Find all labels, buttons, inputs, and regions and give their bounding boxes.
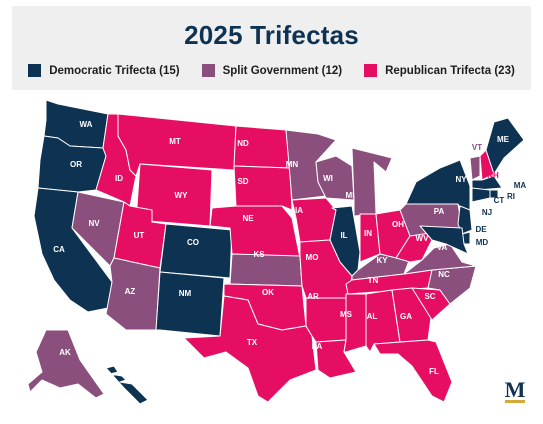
state-label-ri: RI (507, 192, 515, 201)
state-label-ga: GA (400, 312, 412, 321)
state-label-or: OR (70, 160, 82, 169)
state-label-nc: NC (438, 270, 450, 279)
state-vt[interactable] (469, 155, 481, 181)
state-nj[interactable] (457, 205, 473, 235)
state-label-la: LA (312, 342, 323, 351)
state-ia[interactable] (291, 197, 337, 243)
state-label-nh: NH (487, 171, 499, 180)
state-label-az: AZ (125, 287, 136, 296)
state-label-wv: WV (416, 234, 430, 243)
state-label-mo: MO (306, 253, 319, 262)
state-label-nd: ND (237, 139, 249, 148)
state-tx[interactable] (183, 295, 317, 403)
state-label-ut: UT (134, 231, 145, 240)
state-label-ks: KS (253, 250, 265, 259)
state-fl[interactable] (373, 339, 453, 403)
state-label-ak: AK (59, 348, 71, 357)
state-me[interactable] (485, 117, 525, 175)
state-md[interactable] (419, 225, 469, 255)
state-label-ia: IA (295, 206, 303, 215)
header-panel: 2025 Trifectas Democratic Trifecta (15) … (12, 6, 531, 90)
state-label-nj: NJ (482, 208, 492, 217)
state-label-de: DE (475, 225, 487, 234)
state-label-pa: PA (434, 207, 445, 216)
legend-swatch-split (201, 64, 215, 77)
legend: Democratic Trifecta (15) Split Governmen… (12, 64, 531, 77)
state-label-hi: HI (139, 374, 147, 383)
state-label-in: IN (364, 229, 372, 238)
legend-label-split: Split Government (12) (222, 64, 343, 77)
state-label-ca: CA (53, 245, 65, 254)
logo-accent-bar (505, 400, 525, 403)
state-label-sd: SD (237, 177, 248, 186)
state-label-oh: OH (392, 220, 404, 229)
legend-label-democratic: Democratic Trifecta (15) (49, 64, 180, 77)
state-label-sc: SC (424, 292, 435, 301)
legend-item-split: Split Government (12) (201, 64, 343, 77)
state-label-fl: FL (429, 367, 439, 376)
state-label-tn: TN (368, 276, 379, 285)
state-ct[interactable] (471, 187, 491, 203)
state-label-md: MD (476, 238, 489, 247)
legend-label-republican: Republican Trifecta (23) (385, 64, 515, 77)
state-label-nv: NV (88, 219, 100, 228)
state-label-nm: NM (179, 289, 192, 298)
ballotpedia-logo-icon: M (505, 377, 526, 403)
state-label-ky: KY (376, 256, 388, 265)
state-label-wa: WA (80, 120, 93, 129)
state-nm[interactable] (155, 271, 225, 337)
state-label-id: ID (115, 174, 123, 183)
state-label-al: AL (367, 312, 378, 321)
state-in[interactable] (359, 213, 381, 263)
state-label-wy: WY (175, 191, 189, 200)
state-sd[interactable] (233, 165, 293, 211)
state-ks[interactable] (229, 253, 303, 287)
state-label-ok: OK (262, 288, 274, 297)
state-label-ny: NY (455, 175, 467, 184)
logo-letter: M (505, 377, 526, 402)
state-label-tx: TX (247, 338, 258, 347)
legend-item-republican: Republican Trifecta (23) (364, 64, 515, 77)
state-co[interactable] (159, 223, 233, 279)
state-label-wi: WI (323, 174, 333, 183)
state-label-ne: NE (242, 214, 254, 223)
legend-swatch-democratic (28, 64, 42, 77)
state-mi[interactable] (351, 147, 393, 217)
state-label-vt: VT (472, 143, 482, 152)
state-label-ms: MS (340, 310, 353, 319)
state-label-me: ME (497, 135, 510, 144)
state-label-co: CO (187, 238, 199, 247)
state-label-mi: MI (346, 191, 355, 200)
state-label-mt: MT (169, 137, 181, 146)
state-label-il: IL (340, 231, 347, 240)
state-ak[interactable] (27, 329, 105, 399)
legend-swatch-republican (364, 64, 378, 77)
state-label-va: VA (437, 243, 448, 252)
state-va[interactable] (403, 243, 477, 275)
state-label-ar: AR (307, 292, 319, 301)
state-ny[interactable] (405, 159, 471, 213)
state-label-ma: MA (514, 181, 527, 190)
state-ar[interactable] (305, 297, 349, 343)
legend-item-democratic: Democratic Trifecta (15) (28, 64, 180, 77)
map-title: 2025 Trifectas (184, 20, 359, 50)
state-ms[interactable] (343, 293, 367, 353)
state-label-mn: MN (286, 160, 299, 169)
state-label-ct: CT (494, 196, 505, 205)
state-hi[interactable] (105, 365, 149, 405)
